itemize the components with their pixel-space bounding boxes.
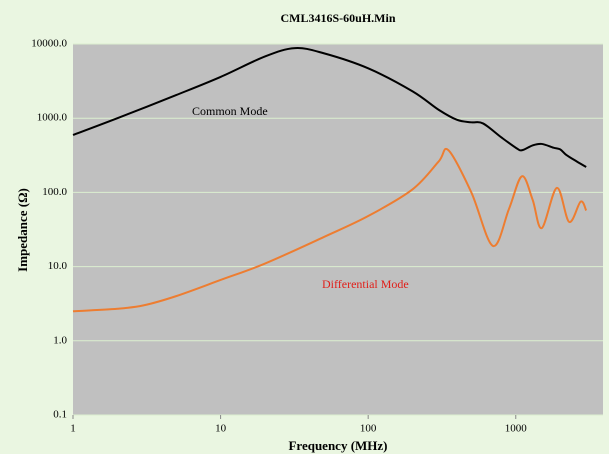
y-tick-label: 0.1 [53, 409, 67, 421]
legend-label: Differential Mode [322, 277, 409, 291]
x-axis-label: Frequency (MHz) [288, 438, 387, 453]
y-tick-label: 10.0 [48, 260, 68, 272]
y-axis-label: Impedance (Ω) [15, 188, 30, 272]
chart-title: CML3416S-60uH.Min [280, 11, 395, 25]
y-tick-label: 1.0 [53, 334, 67, 346]
legend-label: Common Mode [192, 104, 268, 118]
y-tick-label: 1000.0 [37, 112, 68, 124]
plot-area [73, 44, 603, 415]
series-line [72, 147, 588, 313]
y-tick-label: 10000.0 [31, 38, 67, 50]
y-tick-label: 100.0 [42, 186, 67, 198]
x-tick-label: 1 [70, 423, 76, 435]
x-tick-label: 100 [360, 423, 377, 435]
series-line [72, 47, 587, 168]
x-tick-label: 10 [215, 423, 227, 435]
x-tick-label: 1000 [505, 423, 528, 435]
